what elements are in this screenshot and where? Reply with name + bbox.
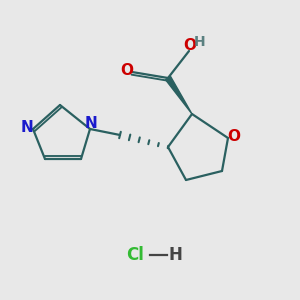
Text: O: O: [120, 63, 133, 78]
Text: O: O: [227, 129, 240, 144]
Text: O: O: [183, 38, 196, 53]
Text: N: N: [21, 120, 33, 135]
Text: N: N: [85, 116, 98, 131]
Text: H: H: [194, 35, 205, 49]
Text: Cl: Cl: [126, 246, 144, 264]
Polygon shape: [166, 76, 192, 114]
Text: H: H: [169, 246, 182, 264]
